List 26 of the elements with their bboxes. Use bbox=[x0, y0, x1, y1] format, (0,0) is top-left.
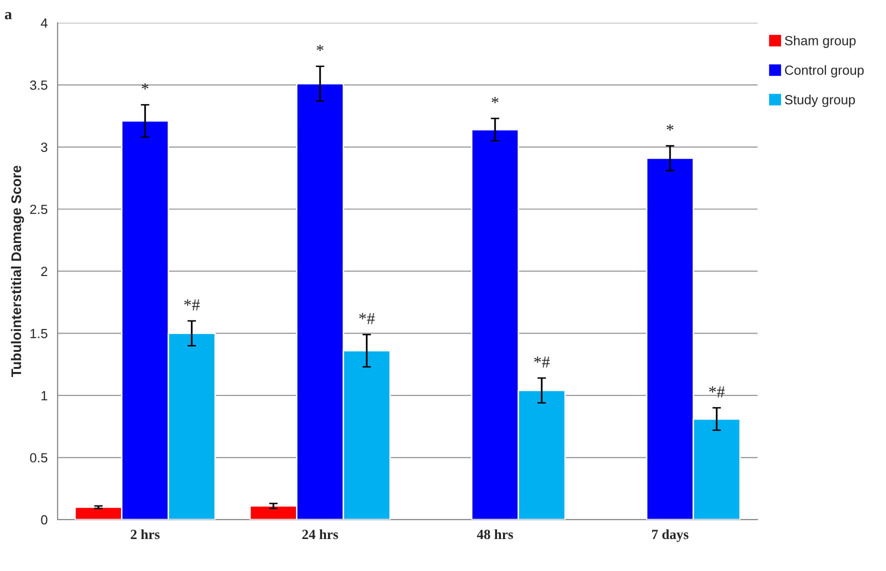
text: a bbox=[4, 12, 12, 20]
x-tick-label: 2 hrs bbox=[130, 529, 160, 540]
x-tick-label: 24 hrs bbox=[302, 529, 338, 540]
y-axis-title: Tubulointerstitial Damage Score bbox=[10, 166, 24, 378]
x-tick-label: 48 hrs bbox=[476, 529, 514, 540]
y-tick-label: 0 bbox=[41, 515, 48, 525]
annotation: * bbox=[492, 97, 498, 104]
y-tick-label: 2 bbox=[41, 266, 48, 276]
annotation: *# bbox=[534, 356, 550, 368]
y-tick-label: 3.5 bbox=[30, 80, 48, 90]
legend-label: Control group bbox=[784, 65, 864, 78]
y-tick-label: 2.5 bbox=[30, 204, 48, 214]
annotation: * bbox=[666, 124, 674, 130]
annotation: * bbox=[316, 44, 324, 52]
legend-label: Study group bbox=[784, 94, 855, 107]
annotation: *# bbox=[184, 299, 200, 310]
annotation: *# bbox=[709, 386, 725, 398]
legend-label: Sham group bbox=[784, 36, 856, 48]
annotation: *# bbox=[359, 313, 375, 324]
y-tick-label: 3 bbox=[41, 142, 48, 152]
y-tick-label: 0.5 bbox=[30, 453, 48, 462]
annotation: * bbox=[142, 83, 148, 90]
y-tick-label: 4 bbox=[40, 18, 48, 28]
x-tick-label: 7 days bbox=[652, 529, 688, 542]
y-tick-label: 1 bbox=[42, 391, 48, 400]
y-tick-label: 1.5 bbox=[30, 329, 48, 338]
